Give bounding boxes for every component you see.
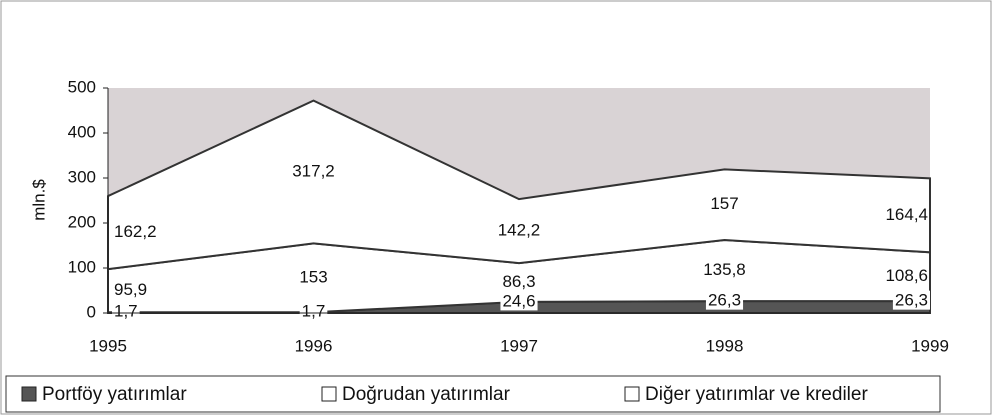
legend-swatch [21,386,37,402]
legend-label: Portföy yatırımlar [42,384,187,405]
y-tick-label: 300 [68,167,96,186]
data-label-bg [299,301,328,321]
data-label: 142,2 [498,221,541,240]
data-label: 26,3 [708,291,741,310]
data-label: 86,3 [502,272,535,291]
x-tick-label: 1996 [295,336,333,355]
data-label: 317,2 [292,161,335,180]
data-label: 164,4 [885,205,928,224]
data-label: 24,6 [502,291,535,310]
data-label-bg [500,291,538,311]
y-tick-label: 100 [68,257,96,276]
data-label-bg [705,290,744,310]
legend-swatch [321,386,337,402]
data-label: 108,6 [885,266,928,285]
data-label: 153 [299,267,327,286]
data-label: 157 [710,194,738,213]
legend-label: Doğrudan yatırımlar [342,384,511,405]
x-tick-label: 1998 [706,336,744,355]
y-tick-label: 0 [87,302,96,321]
area [107,99,931,271]
x-tick-label: 1997 [500,336,538,355]
y-tick-label: 500 [68,77,96,96]
y-tick-label: 200 [68,212,96,231]
data-label: 135,8 [703,260,746,279]
x-tick-label: 1999 [911,336,949,355]
data-label: 1,7 [302,302,326,321]
x-tick-label: 1995 [89,336,127,355]
data-label: 26,3 [895,291,928,310]
legend-swatch [624,386,640,402]
data-label: 162,2 [114,222,157,241]
y-tick-label: 400 [68,122,96,141]
y-axis-label: mln.$ [29,179,48,221]
legend-box [5,375,941,413]
data-label-bg [112,301,140,321]
data-label: 95,9 [114,280,147,299]
legend-label: Diğer yatırımlar ve krediler [645,384,868,405]
data-label: 1,7 [114,302,138,321]
data-label-bg [892,290,930,310]
